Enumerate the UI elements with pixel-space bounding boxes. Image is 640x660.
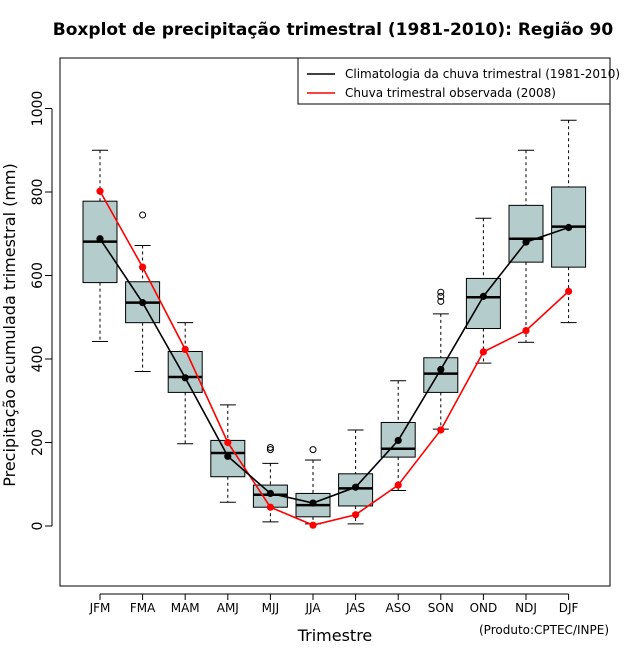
climatology-point <box>437 365 445 374</box>
x-tick-label: AMJ <box>217 601 239 615</box>
outlier-point <box>139 211 147 219</box>
box-JFM <box>82 149 118 342</box>
box-iqr <box>423 357 459 393</box>
outlier-point <box>309 446 317 454</box>
outlier-point <box>437 288 445 296</box>
climatology-point <box>96 235 104 243</box>
climatology-point <box>181 374 189 382</box>
observed-point <box>96 187 104 195</box>
y-tick-label: 600 <box>30 262 46 289</box>
x-tick-label: OND <box>470 601 498 615</box>
boxes-layer <box>82 119 587 525</box>
observed-point <box>437 426 445 434</box>
box-SON <box>423 288 459 430</box>
x-tick-label: MAM <box>171 601 200 615</box>
credit-text: (Produto:CPTEC/INPE) <box>479 623 609 637</box>
legend-label-observed: Chuva trimestral observada (2008) <box>345 86 556 100</box>
observed-point <box>565 287 573 295</box>
climatology-point <box>352 483 360 491</box>
climatology-point <box>139 299 147 307</box>
box-iqr <box>465 277 501 330</box>
y-axis: 0 200 400 600 800 1000 <box>30 91 53 531</box>
box-JJA <box>295 446 331 525</box>
x-axis: JFM FMA MAM AMJ MJJ JJA JAS ASO SON OND NDJ DJF <box>89 593 579 615</box>
x-tick-label: JFM <box>89 601 111 615</box>
climatology-point <box>522 238 530 246</box>
box-JAS <box>338 429 374 525</box>
x-tick-label: JAS <box>345 601 365 615</box>
x-tick-label: DJF <box>559 601 579 615</box>
box-iqr <box>167 350 203 393</box>
y-tick-label: 1000 <box>30 91 46 127</box>
y-axis-title: Precipitação acumulada trimestral (mm) <box>0 163 19 487</box>
observed-point <box>522 327 530 335</box>
x-tick-label: FMA <box>130 601 156 615</box>
y-tick-label: 0 <box>30 522 46 531</box>
observed-point <box>309 521 317 529</box>
outlier-point <box>437 297 445 305</box>
observed-point <box>139 263 147 271</box>
climatology-line <box>99 226 569 504</box>
box-ASO <box>380 380 416 492</box>
observed-point <box>266 503 274 511</box>
x-tick-label: ASO <box>386 601 411 615</box>
climatology-point <box>266 489 274 498</box>
outlier-point <box>266 446 274 454</box>
climatology-point <box>309 499 317 507</box>
y-tick-label: 800 <box>30 179 46 206</box>
x-axis-title: Trimestre <box>297 626 373 645</box>
observed-point <box>181 345 189 353</box>
legend-label-climatology: Climatologia da chuva trimestral (1981-2… <box>345 67 620 81</box>
box-OND <box>465 217 501 364</box>
y-tick-label: 200 <box>30 429 46 456</box>
climatology-point <box>565 223 573 232</box>
climatology-point <box>394 436 402 445</box>
outlier-point <box>437 292 445 300</box>
climatology-point <box>224 452 232 460</box>
series-layer <box>96 187 573 529</box>
observed-point <box>394 481 402 489</box>
x-tick-label: NDJ <box>515 601 537 615</box>
observed-point <box>352 511 360 519</box>
x-tick-label: SON <box>428 601 454 615</box>
y-tick-label: 400 <box>30 346 46 373</box>
chart-title: Boxplot de precipitação trimestral (1981… <box>53 20 614 40</box>
outlier-point <box>266 444 274 452</box>
legend: Climatologia da chuva trimestral (1981-2… <box>297 57 620 105</box>
box-NDJ <box>508 149 544 343</box>
legend-box <box>297 57 611 105</box>
observed-point <box>479 348 487 356</box>
x-tick-label: MJJ <box>262 601 279 615</box>
box-MAM <box>167 322 203 445</box>
observed-point <box>224 438 232 447</box>
observed-line <box>99 190 570 527</box>
x-tick-label: JJA <box>304 601 321 615</box>
box-iqr <box>508 204 544 263</box>
climatology-point <box>479 292 487 300</box>
